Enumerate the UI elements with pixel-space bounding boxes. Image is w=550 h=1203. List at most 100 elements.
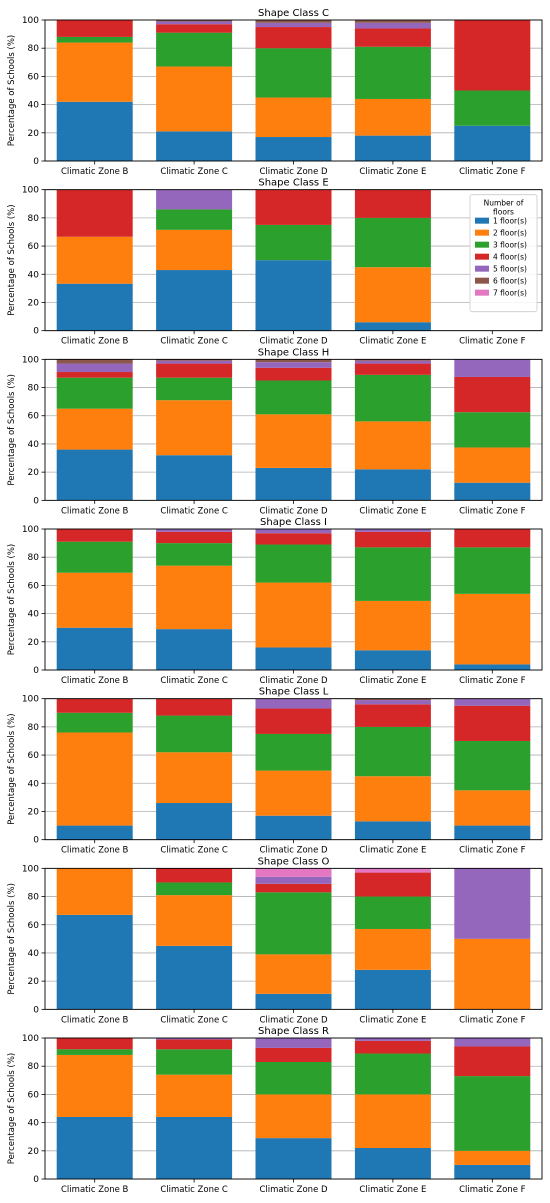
x-tick-label: Climatic Zone B [61, 846, 129, 856]
bar-segment [354, 374, 431, 422]
bar-segment [354, 46, 431, 99]
y-tick-label: 60 [28, 751, 40, 761]
y-tick-label: 80 [28, 384, 40, 394]
y-tick-label: 0 [33, 666, 39, 676]
y-tick-label: 0 [33, 1175, 39, 1185]
bar-segment [354, 928, 431, 970]
bar-segment [454, 547, 531, 594]
y-tick-label: 0 [33, 496, 39, 506]
bar-segment [56, 698, 133, 713]
bar-segment [255, 708, 332, 734]
x-tick-label: Climatic Zone C [160, 846, 228, 856]
bar-segment [354, 322, 431, 331]
x-tick-label: Climatic Zone B [61, 1185, 129, 1195]
bar-segment [354, 363, 431, 375]
bar-segment [255, 189, 332, 225]
x-tick-label: Climatic Zone E [359, 337, 426, 347]
y-tick-label: 40 [28, 779, 40, 789]
bar-segment [156, 20, 233, 22]
bar-segment [454, 447, 531, 483]
bar-segment [255, 892, 332, 955]
y-tick-label: 20 [28, 129, 40, 139]
bar-segment [354, 469, 431, 501]
bar-segment [454, 593, 531, 665]
bar-segment [354, 776, 431, 822]
y-tick-label: 100 [22, 186, 39, 196]
bar-segment [156, 363, 233, 378]
bar-segment [454, 790, 531, 826]
legend-title: Number of [484, 199, 524, 208]
y-tick-label: 100 [22, 525, 39, 535]
x-tick-label: Climatic Zone F [459, 846, 526, 856]
y-tick-label: 0 [33, 327, 39, 337]
bar-segment [156, 529, 233, 532]
bar-segment [56, 359, 133, 364]
y-tick-label: 80 [28, 1062, 40, 1072]
y-axis-label: Percentage of Schools (%) [7, 883, 17, 994]
x-tick-label: Climatic Zone B [61, 1015, 129, 1025]
legend-swatch [475, 217, 489, 224]
x-tick-label: Climatic Zone D [259, 167, 328, 177]
bar-segment [454, 938, 531, 1010]
bar-segment [56, 101, 133, 161]
bar-segment [255, 48, 332, 98]
y-tick-label: 20 [28, 1147, 40, 1157]
chart-panel-1: 0 20 40 60 80 100 Climatic Zone B Climatic Zone… [7, 8, 543, 177]
x-tick-label: Climatic Zone E [359, 846, 426, 856]
bar-segment [354, 1040, 431, 1054]
bar-segment [354, 821, 431, 840]
x-tick-label: Climatic Zone D [259, 676, 328, 686]
bar-segment [156, 698, 233, 716]
bar-segment [156, 895, 233, 946]
legend-swatch [475, 289, 489, 296]
bar-segment [454, 359, 531, 377]
legend-entry: 1 floor(s) [493, 217, 527, 226]
bar-segment [255, 698, 332, 709]
bar-segment [255, 362, 332, 368]
bar-segment [255, 97, 332, 138]
bar-segment [354, 547, 431, 601]
legend-swatch [475, 253, 489, 260]
bar-segment [156, 715, 233, 753]
bar-segment [56, 825, 133, 840]
bar-segment [56, 627, 133, 671]
y-tick-label: 40 [28, 101, 40, 111]
bar-segment [255, 954, 332, 994]
bar-segment [156, 945, 233, 1010]
y-tick-label: 60 [28, 242, 40, 252]
bar-segment [255, 993, 332, 1010]
bar-segment [255, 883, 332, 893]
legend-title: floors [493, 208, 514, 217]
bar-segment [156, 1049, 233, 1075]
bar-segment [56, 449, 133, 501]
bar-segment [56, 1049, 133, 1055]
y-tick-label: 0 [33, 1005, 39, 1015]
bar-segment [156, 377, 233, 401]
bar-segment [255, 868, 332, 877]
bar-segment [156, 455, 233, 501]
bar-segment [454, 740, 531, 791]
y-tick-label: 60 [28, 72, 40, 82]
bar-segment [255, 1038, 332, 1048]
bar-segment [56, 529, 133, 542]
axes-frame [44, 189, 543, 332]
bar-segment [56, 283, 133, 331]
legend-swatch [475, 241, 489, 248]
bar-segment [354, 1053, 431, 1095]
bar-segment [354, 267, 431, 323]
y-axis-label: Percentage of Schools (%) [7, 204, 17, 315]
chart-panel-5: 0 20 40 60 80 100 Climatic Zone B Climatic Zone… [7, 687, 543, 856]
bar-segment [454, 1076, 531, 1151]
bar-segment [156, 803, 233, 840]
x-tick-label: Climatic Zone F [459, 676, 526, 686]
bar-segment [255, 876, 332, 884]
y-tick-label: 20 [28, 638, 40, 648]
bar-segment [56, 408, 133, 450]
y-tick-label: 40 [28, 440, 40, 450]
bar-segment [454, 1164, 531, 1180]
bar-segment [56, 236, 133, 284]
bar-segment [354, 969, 431, 1010]
y-tick-label: 40 [28, 949, 40, 959]
bar-segment [454, 90, 531, 126]
